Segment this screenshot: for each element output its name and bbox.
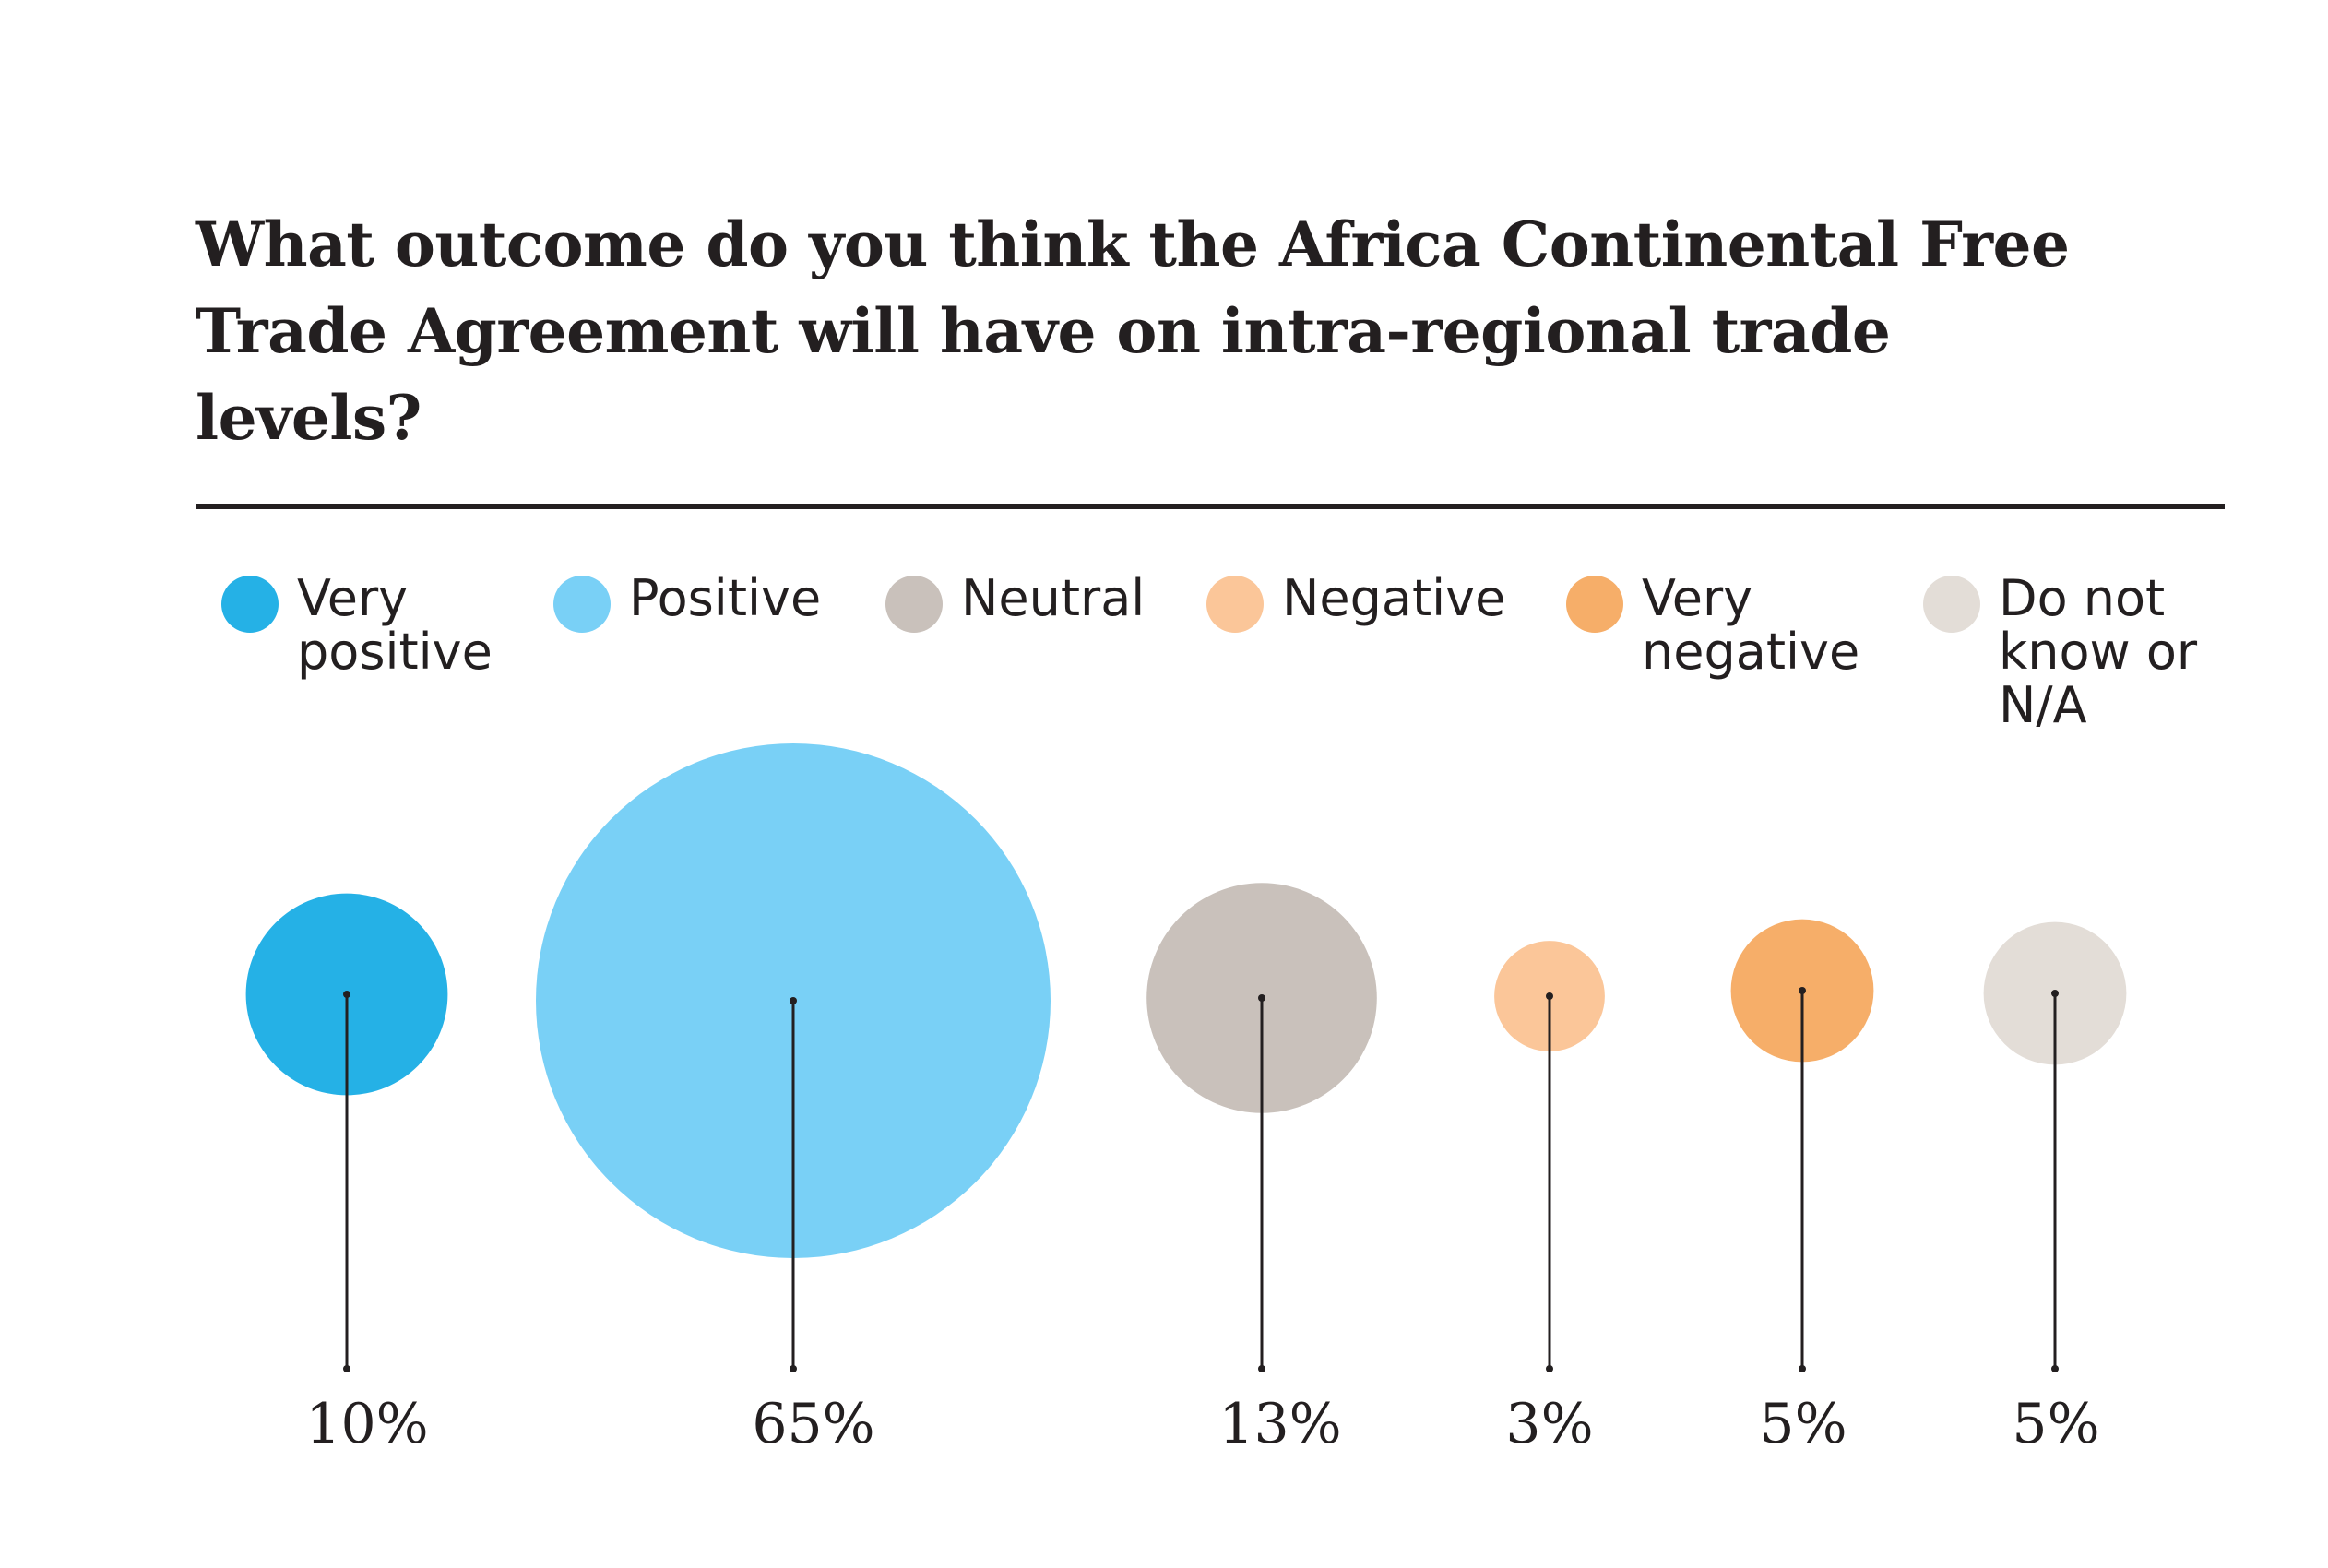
legend-swatch-neutral (885, 576, 943, 633)
chart-title: What outcome do you think the Africa Con… (196, 208, 2070, 454)
legend-label-positive: Positive (629, 569, 822, 627)
value-label-very-positive: 10% (305, 1392, 428, 1456)
value-label-negative: 3% (1505, 1392, 1593, 1456)
value-label-very-negative: 5% (1759, 1392, 1847, 1456)
legend-swatch-very-negative (1566, 576, 1623, 633)
leader-dot-top-very-positive (343, 991, 350, 998)
leader-dot-top-positive (790, 997, 797, 1004)
leader-dot-bottom-do-not-know (2051, 1365, 2059, 1372)
legend-swatch-positive (553, 576, 611, 633)
legend-swatch-do-not-know (1923, 576, 1980, 633)
value-label-neutral: 13% (1218, 1392, 1341, 1456)
legend-swatch-negative (1206, 576, 1264, 633)
leader-dot-top-negative (1546, 992, 1553, 1000)
legend-label-neutral: Neutral (961, 569, 1146, 627)
leader-dot-bottom-negative (1546, 1365, 1553, 1372)
legend-label-do-not-know: Do not know or N/A (1999, 569, 2198, 734)
leader-dot-bottom-very-positive (343, 1365, 350, 1372)
leader-dot-top-very-negative (1799, 987, 1806, 994)
leader-dot-bottom-positive (790, 1365, 797, 1372)
legend-label-very-negative: Very negative (1642, 569, 1860, 681)
leader-dot-bottom-very-negative (1799, 1365, 1806, 1372)
legend-label-negative: Negative (1282, 569, 1506, 627)
leader-dot-top-neutral (1258, 994, 1265, 1002)
value-label-do-not-know: 5% (2012, 1392, 2099, 1456)
title-divider (196, 504, 2225, 509)
leader-dot-bottom-neutral (1258, 1365, 1265, 1372)
legend-swatch-very-positive (221, 576, 279, 633)
leader-dot-top-do-not-know (2051, 990, 2059, 997)
value-label-positive: 65% (752, 1392, 874, 1456)
legend-label-very-positive: Very positive (297, 569, 493, 681)
